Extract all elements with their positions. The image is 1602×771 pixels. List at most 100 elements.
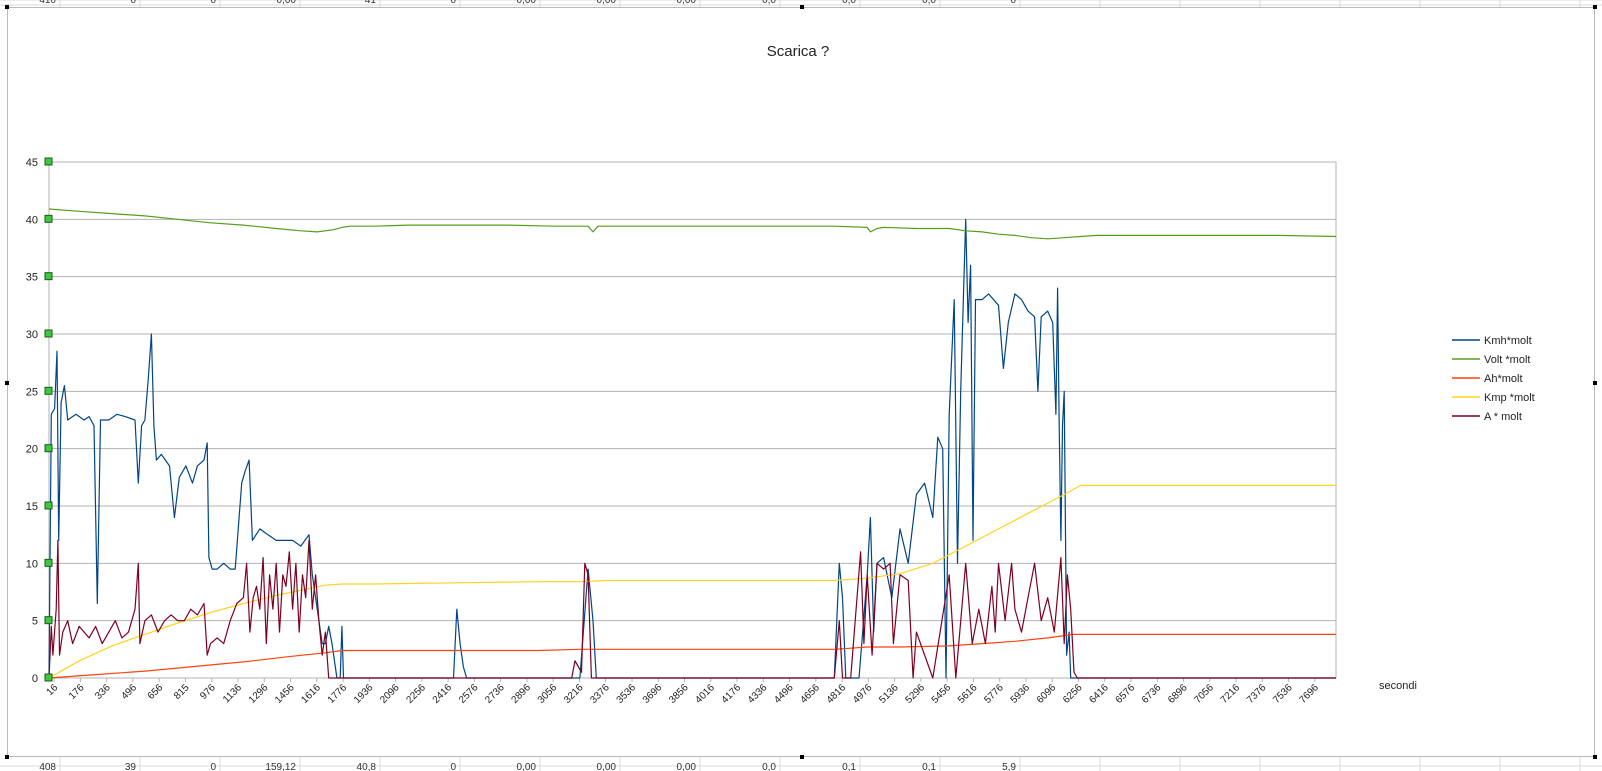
legend-label: A * molt bbox=[1484, 411, 1522, 423]
spreadsheet-cell: 159,12 bbox=[265, 762, 296, 771]
spreadsheet-cell: 0,1 bbox=[922, 762, 936, 771]
x-tick-label: 3056 bbox=[536, 682, 560, 706]
selection-handle-top-left[interactable] bbox=[5, 5, 9, 9]
spreadsheet-cell: 0,1 bbox=[842, 762, 856, 771]
x-tick-label: 7536 bbox=[1271, 682, 1295, 706]
x-tick-label: 4816 bbox=[825, 682, 849, 706]
x-tick-label: 336 bbox=[93, 682, 113, 702]
x-tick-label: 7696 bbox=[1297, 682, 1321, 706]
x-tick-label: 5936 bbox=[1009, 682, 1033, 706]
x-tick-label: 2576 bbox=[457, 682, 481, 706]
chart-object[interactable]: Scarica ? 0 5 10 15 20 25 30 35 40 45 16 176 336 496… bbox=[5, 5, 1597, 759]
spreadsheet-cell: 41 bbox=[365, 0, 377, 6]
x-tick-label: 3536 bbox=[615, 682, 639, 706]
spreadsheet-cell: 0,0 bbox=[762, 762, 776, 771]
y-tick-label: 40 bbox=[26, 214, 38, 226]
x-tick-label: 176 bbox=[67, 682, 87, 702]
y-tick-label: 25 bbox=[26, 386, 38, 398]
legend: Kmh*molt Volt *molt Ah*molt Kmp *molt A * mo… bbox=[1452, 335, 1535, 423]
gridlines bbox=[49, 161, 1336, 679]
x-tick-label: 815 bbox=[172, 682, 192, 702]
x-tick-label: 5136 bbox=[877, 682, 901, 706]
x-tick-label: 656 bbox=[146, 682, 166, 702]
spreadsheet-cell: 0,0 bbox=[922, 0, 936, 6]
legend-label: Kmh*molt bbox=[1484, 335, 1532, 347]
y-tick-label: 15 bbox=[26, 501, 38, 513]
series-line-volt-molt bbox=[48, 208, 1337, 240]
x-tick-label: 4656 bbox=[798, 682, 822, 706]
spreadsheet-cell: 0,00 bbox=[517, 762, 537, 771]
spreadsheet-cell: 0,00 bbox=[517, 0, 537, 6]
x-tick-label: 7216 bbox=[1219, 682, 1243, 706]
x-tick-label: 2256 bbox=[404, 682, 428, 706]
x-tick-label: 6736 bbox=[1140, 682, 1164, 706]
x-tick-label: 1936 bbox=[352, 682, 376, 706]
spreadsheet-bottom-row: 408 39 0 159,12 40,8 0 0,00 0,00 0,00 0,0 0,1 0,1 5,… bbox=[39, 762, 1016, 771]
x-tick-label: 496 bbox=[119, 682, 139, 702]
y-axis-marker bbox=[44, 157, 53, 166]
spreadsheet-top-row: 410 0 0 0,00 41 0 0,00 0,00 0,00 0,0 0,0 0,0 0 bbox=[39, 0, 1016, 6]
x-tick-label: 5456 bbox=[930, 682, 954, 706]
x-tick-label: 1776 bbox=[326, 682, 350, 706]
y-tick-label: 0 bbox=[32, 673, 38, 685]
y-axis-marker bbox=[44, 558, 53, 567]
y-axis-marker bbox=[44, 501, 53, 510]
x-tick-label: 6576 bbox=[1114, 682, 1138, 706]
y-axis-marker bbox=[44, 616, 53, 625]
spreadsheet-cell: 0 bbox=[210, 762, 216, 771]
spreadsheet-cell: 0 bbox=[1010, 0, 1016, 6]
x-tick-label: 5776 bbox=[982, 682, 1006, 706]
spreadsheet-cell: 0,00 bbox=[677, 762, 697, 771]
x-tick-label: 4496 bbox=[772, 682, 796, 706]
chart-title: Scarica ? bbox=[767, 43, 830, 60]
selection-handle-bottom-center[interactable] bbox=[800, 755, 804, 759]
series-line-a-molt bbox=[48, 539, 1336, 679]
spreadsheet-cell: 0,0 bbox=[762, 0, 776, 6]
x-tick-label: 2416 bbox=[431, 682, 455, 706]
selection-handle-middle-right[interactable] bbox=[1593, 381, 1597, 385]
selection-handle-middle-left[interactable] bbox=[5, 381, 9, 385]
x-tick-label: 3696 bbox=[641, 682, 665, 706]
x-tick-label: 7056 bbox=[1192, 682, 1216, 706]
spreadsheet-cell: 0 bbox=[130, 0, 136, 6]
x-tick-label: 1136 bbox=[221, 682, 244, 705]
x-tick-label: 5296 bbox=[903, 682, 927, 706]
spreadsheet-cell: 0,00 bbox=[597, 762, 617, 771]
y-axis-selection-markers bbox=[44, 157, 53, 682]
series-line-ah-molt bbox=[48, 633, 1336, 679]
x-tick-label: 6096 bbox=[1035, 682, 1059, 706]
selection-handle-bottom-left[interactable] bbox=[5, 755, 9, 759]
legend-label: Volt *molt bbox=[1484, 354, 1530, 366]
y-axis-marker bbox=[44, 214, 53, 223]
x-tick-label: 3856 bbox=[667, 682, 691, 706]
spreadsheet-cell: 410 bbox=[39, 0, 56, 6]
y-tick-label: 5 bbox=[32, 616, 38, 628]
spreadsheet-cell: 5,9 bbox=[1002, 762, 1016, 771]
x-tick-label: 6416 bbox=[1087, 682, 1111, 706]
spreadsheet-cell: 0 bbox=[450, 762, 456, 771]
y-tick-label: 30 bbox=[26, 329, 38, 341]
spreadsheet-cell: 408 bbox=[39, 762, 56, 771]
y-axis-marker bbox=[44, 329, 53, 338]
x-tick-label: 2896 bbox=[510, 682, 534, 706]
selection-handle-top-right[interactable] bbox=[1593, 5, 1597, 9]
y-axis-marker bbox=[44, 673, 53, 682]
series-line-kmh-molt bbox=[48, 218, 1336, 679]
selection-handle-top-center[interactable] bbox=[800, 5, 804, 9]
x-tick-label: 4976 bbox=[851, 682, 875, 706]
x-tick-label: 2736 bbox=[483, 682, 507, 706]
spreadsheet-cell: 0,0 bbox=[842, 0, 856, 6]
spreadsheet-cell: 0 bbox=[210, 0, 216, 6]
y-axis: 0 5 10 15 20 25 30 35 40 45 bbox=[26, 157, 38, 685]
line-chart: Scarica ? 0 5 10 15 20 25 30 35 40 45 16 176 336 496… bbox=[26, 43, 1535, 706]
x-tick-label: 2096 bbox=[378, 682, 402, 706]
y-tick-label: 10 bbox=[26, 558, 38, 570]
series-layer bbox=[48, 208, 1337, 679]
selection-handle-bottom-right[interactable] bbox=[1593, 755, 1597, 759]
spreadsheet-cell: 0 bbox=[450, 0, 456, 6]
plot-area bbox=[48, 161, 1337, 679]
spreadsheet-cell: 0,00 bbox=[677, 0, 697, 6]
x-tick-label: 1296 bbox=[247, 682, 271, 706]
y-tick-label: 45 bbox=[26, 157, 38, 169]
y-axis-marker bbox=[44, 444, 53, 453]
